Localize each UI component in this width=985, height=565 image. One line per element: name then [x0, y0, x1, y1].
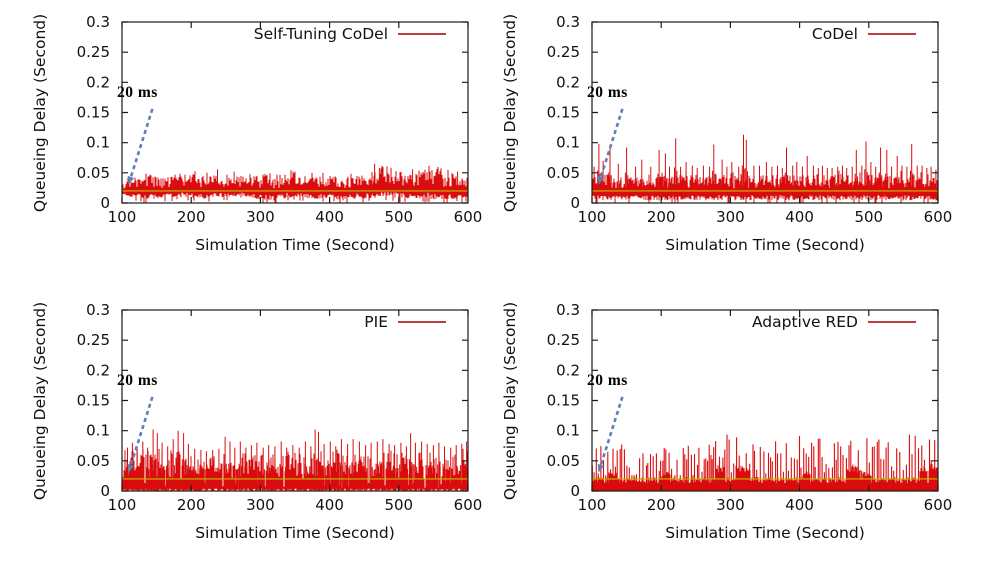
y-tick-label: 0.25: [547, 331, 580, 349]
annotation-arrow-line: [129, 396, 154, 468]
y-tick-label: 0.1: [86, 134, 110, 152]
y-tick-label: 0.2: [556, 73, 580, 91]
x-tick-label: 200: [647, 496, 676, 514]
series-peaks: [592, 134, 938, 196]
x-tick-label: 400: [315, 496, 344, 514]
y-tick-label: 0: [100, 194, 110, 212]
y-tick-label: 0.3: [86, 13, 110, 31]
x-tick-label: 500: [854, 496, 883, 514]
x-tick-label: 100: [108, 496, 137, 514]
annotation-arrow-line: [599, 108, 624, 180]
y-tick-label: 0.3: [556, 301, 580, 319]
x-axis-label: Simulation Time (Second): [195, 524, 395, 542]
y-tick-label: 0.2: [556, 361, 580, 379]
x-tick-label: 600: [454, 496, 483, 514]
x-tick-label: 500: [384, 496, 413, 514]
y-tick-label: 0: [100, 482, 110, 500]
y-tick-label: 0.1: [556, 422, 580, 440]
annotation-arrowhead-icon: [127, 175, 135, 185]
legend-label-adaptive-red: Adaptive RED: [751, 313, 858, 331]
y-tick-label: 0.2: [86, 361, 110, 379]
x-axis-label: Simulation Time (Second): [195, 236, 395, 254]
x-tick-label: 400: [785, 208, 814, 226]
annotation-arrowhead-icon: [597, 175, 605, 185]
x-tick-label: 600: [924, 208, 953, 226]
subplot-self-tuning-codel: Queueing Delay (Second) 100 200 300 400 500 6…: [0, 0, 492, 277]
legend-label-pie: PIE: [364, 313, 388, 331]
y-tick-label: 0.3: [556, 13, 580, 31]
axis-ticks: [591, 21, 939, 204]
x-tick-label: 100: [108, 208, 137, 226]
legend-line-sample: [398, 33, 446, 35]
y-tick-label: 0.2: [86, 73, 110, 91]
x-tick-label: 300: [716, 496, 745, 514]
y-tick-label: 0.15: [77, 392, 110, 410]
subplot-adaptive-red: Queueing Delay (Second) 100 200 300 400 500 6…: [492, 288, 984, 565]
legend-label-codel: CoDel: [811, 25, 858, 43]
x-tick-label: 600: [454, 208, 483, 226]
x-tick-label: 100: [578, 208, 607, 226]
y-tick-label: 0.25: [77, 43, 110, 61]
legend-line-sample: [868, 321, 916, 323]
y-tick-label: 0.05: [547, 164, 580, 182]
legend-line-sample: [868, 33, 916, 35]
y-tick-label: 0.05: [77, 452, 110, 470]
legend-label-self-tuning-codel: Self-Tuning CoDel: [253, 25, 388, 43]
x-tick-label: 100: [578, 496, 607, 514]
plot-area-pie: 100 200 300 400 500 600 0 0.05 0.1 0.15 0.2 0.25 0.3: [77, 301, 483, 514]
x-axis-label: Simulation Time (Second): [665, 524, 865, 542]
annotation-20ms: 20 ms: [117, 84, 158, 101]
y-tick-label: 0.05: [547, 452, 580, 470]
subplot-codel: Queueing Delay (Second) 100 200 300 400 500 6…: [492, 0, 984, 277]
y-tick-label: 0.25: [77, 331, 110, 349]
y-tick-label: 0.15: [77, 104, 110, 122]
x-tick-label: 200: [177, 208, 206, 226]
x-tick-label: 200: [647, 208, 676, 226]
y-tick-label: 0.05: [77, 164, 110, 182]
x-tick-label: 600: [924, 496, 953, 514]
y-tick-label: 0: [570, 194, 580, 212]
x-tick-label: 400: [315, 208, 344, 226]
annotation-20ms: 20 ms: [587, 84, 628, 101]
y-tick-label: 0.15: [547, 104, 580, 122]
annotation-arrowhead-icon: [127, 463, 135, 473]
axis-ticks: [121, 309, 469, 492]
x-tick-label: 300: [246, 208, 275, 226]
y-tick-label: 0: [570, 482, 580, 500]
y-tick-label: 0.15: [547, 392, 580, 410]
x-tick-label: 500: [854, 208, 883, 226]
plot-area-codel: 100 200 300 400 500 600 0 0.05 0.1 0.15 0.2 0.25 0.3: [547, 13, 953, 226]
x-tick-label: 300: [246, 496, 275, 514]
plot-area-self-tuning-codel: 100 200 300 400 500 600 0 0.05 0.1 0.15 0.2 0.25 0.3: [77, 13, 483, 226]
x-tick-label: 500: [384, 208, 413, 226]
y-tick-label: 0.1: [86, 422, 110, 440]
annotation-20ms: 20 ms: [587, 372, 628, 389]
annotation-20ms: 20 ms: [117, 372, 158, 389]
annotation-arrow-line: [599, 396, 624, 468]
y-tick-label: 0.1: [556, 134, 580, 152]
subplot-pie: Queueing Delay (Second) 100 200 300 400 500 6…: [0, 288, 492, 565]
legend-line-sample: [398, 321, 446, 323]
axis-ticks: [591, 309, 939, 492]
y-tick-label: 0.25: [547, 43, 580, 61]
x-tick-label: 300: [716, 208, 745, 226]
annotation-arrowhead-icon: [597, 463, 605, 473]
x-tick-label: 200: [177, 496, 206, 514]
axis-ticks: [121, 21, 469, 204]
x-tick-label: 400: [785, 496, 814, 514]
y-tick-label: 0.3: [86, 301, 110, 319]
annotation-arrow-line: [129, 108, 154, 180]
x-axis-label: Simulation Time (Second): [665, 236, 865, 254]
plot-area-adaptive-red: 100 200 300 400 500 600 0 0.05 0.1 0.15 0.2 0.25 0.3: [547, 301, 953, 514]
